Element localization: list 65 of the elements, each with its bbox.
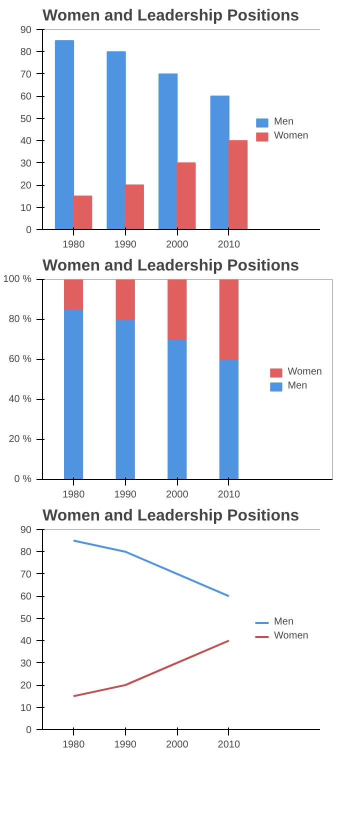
x-tick-label: 1980 [62,490,86,500]
x-tick-label: 1990 [114,490,137,500]
bar [228,140,248,230]
x-tick-label: 2000 [166,490,189,500]
line-series [72,640,230,698]
bar [168,339,187,480]
bar [64,309,84,480]
y-tick-label: 60 % [8,354,32,365]
legend-label: Women [274,130,308,142]
y-tick-label: 40 [20,636,32,648]
x-tick-label: 2000 [166,740,189,750]
y-tick-label: 20 [20,680,32,692]
y-tick-label: 80 [20,547,32,558]
y-tick-label: 40 [20,136,32,148]
y-tick-label: 10 [20,202,32,214]
line-series [72,540,230,598]
bar [210,96,230,230]
legend-label: Men [274,116,294,128]
bar [158,73,178,230]
y-tick-label: 70 [20,69,32,80]
x-tick-label: 2010 [218,740,240,750]
y-tick-label: 70 [20,569,32,580]
legend-label: Men [274,616,294,628]
y-tick-label: 20 [20,180,32,192]
y-tick-label: 40 % [8,394,32,405]
y-tick-label: 90 [20,525,32,536]
x-tick-label: 2010 [218,490,240,500]
chart-title: Women and Leadership Positions [42,8,300,24]
x-tick-label: 2010 [218,240,240,250]
y-tick-label: 100 % [3,274,32,285]
chart-title: Women and Leadership Positions [42,258,300,274]
y-tick-label: 0 [26,725,32,736]
bar [73,196,92,230]
bar [176,162,196,230]
x-tick-label: 2000 [166,240,189,250]
legend-label: Women [274,630,308,642]
y-tick-label: 50 [20,114,32,125]
bar [54,40,74,230]
y-tick-label: 80 [20,47,32,58]
y-tick-label: 20 % [8,434,32,445]
bar [116,280,135,320]
chart-title: Women and Leadership Positions [42,508,300,524]
y-tick-label: 60 [20,592,32,603]
x-tick-label: 1980 [62,740,86,750]
bar [124,184,144,230]
legend-label: Men [288,380,308,392]
y-tick-label: 50 [20,614,32,625]
bar [168,280,187,340]
y-tick-label: 0 % [14,474,32,485]
y-tick-label: 90 [20,25,32,36]
bar [64,280,84,310]
y-tick-label: 60 [20,92,32,103]
x-tick-label: 1990 [114,740,137,750]
y-tick-label: 30 [20,658,32,670]
y-tick-label: 30 [20,158,32,170]
legend-label: Women [288,366,322,378]
x-tick-label: 1980 [62,240,86,250]
y-tick-label: 10 [20,702,32,714]
bar [116,319,135,480]
y-tick-label: 0 [26,225,32,236]
bar [219,359,238,480]
bar [106,51,126,230]
bar [219,280,238,360]
x-tick-label: 1990 [114,240,137,250]
y-tick-label: 80 % [8,314,32,325]
